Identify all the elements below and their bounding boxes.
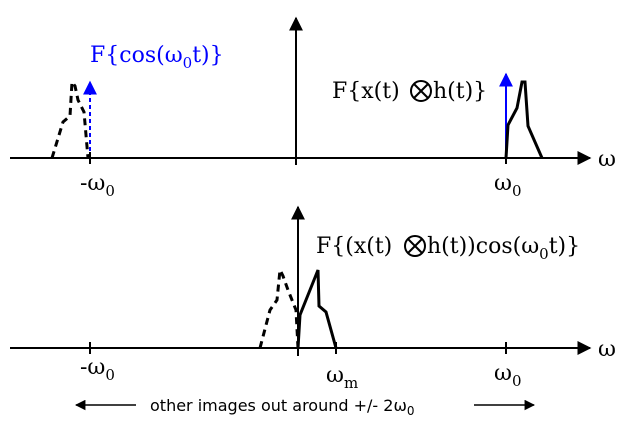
conv-spectrum-image-negative xyxy=(50,77,90,159)
bottom-panel: ω -ω0 ωm ω0 F{(x(t) h(t))cos(ω0t)} xyxy=(10,205,616,392)
mod-transform-label-left: F{(x(t) xyxy=(316,234,392,259)
mod-transform-label-right: h(t))cos(ω0t)} xyxy=(427,234,580,263)
top-tick-pos-w0-label: ω0 xyxy=(494,171,522,200)
bottom-axis-label: ω xyxy=(598,337,616,362)
top-tick-neg-w0-label: -ω0 xyxy=(80,171,115,200)
top-axis-label: ω xyxy=(598,147,616,172)
convolution-symbol-icon xyxy=(410,80,432,102)
bottom-tick-wm-label: ωm xyxy=(326,363,358,392)
conv-transform-label-left: F{x(t) xyxy=(332,79,400,104)
conv-transform-label-right: h(t)} xyxy=(433,79,487,104)
cos-transform-label: F{cos(ω0t)} xyxy=(90,43,224,72)
mod-spectrum-positive xyxy=(296,269,338,349)
footnote-text: other images out around +/- 2ω0 xyxy=(150,396,414,418)
conv-spectrum-positive xyxy=(504,80,544,159)
top-panel: ω -ω0 ω0 F{cos(ω0t)} F{x(t) h(t)} xyxy=(10,16,616,200)
footnote: other images out around +/- 2ω0 xyxy=(74,396,536,418)
convolution-symbol-icon xyxy=(404,235,426,257)
bottom-tick-neg-w0-label: -ω0 xyxy=(80,355,115,384)
mod-spectrum-negative xyxy=(258,264,300,349)
bottom-tick-pos-w0-label: ω0 xyxy=(494,361,522,390)
